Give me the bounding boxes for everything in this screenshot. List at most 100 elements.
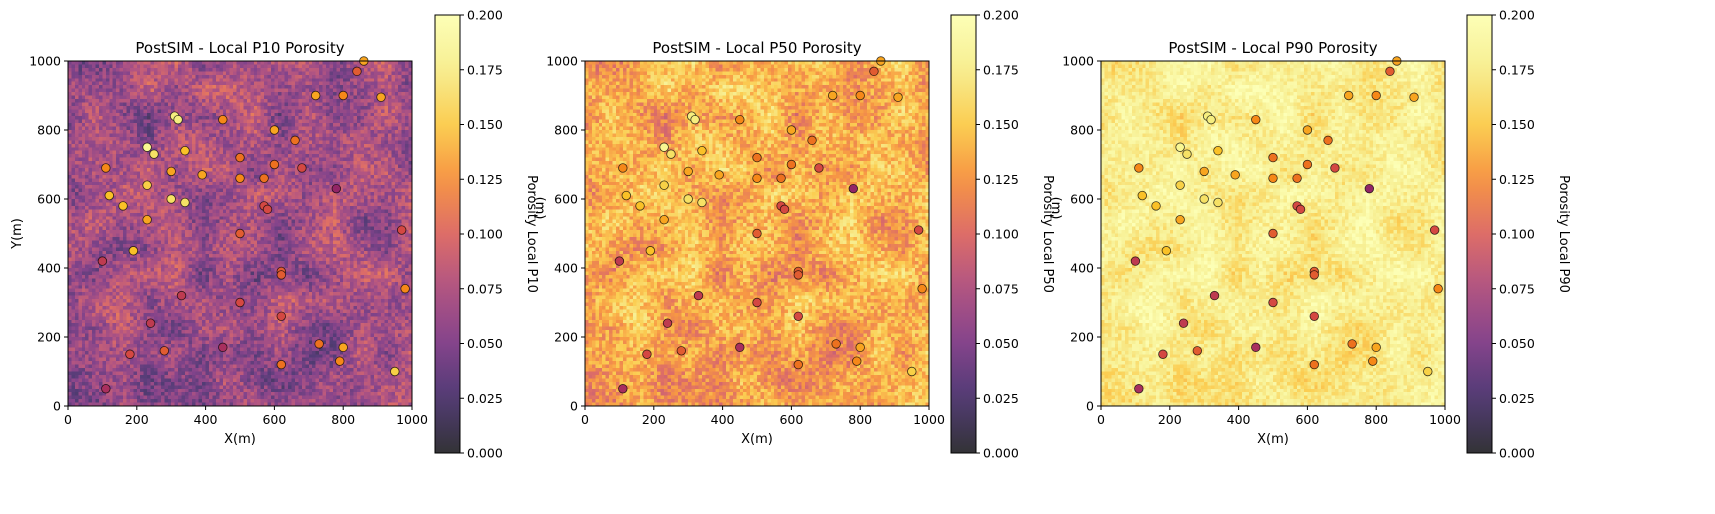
well-marker (174, 115, 183, 124)
well-marker (794, 360, 803, 369)
well-marker (270, 126, 279, 135)
colorbar-tick-label: 0.175 (467, 62, 503, 77)
y-tick-label: 1000 (546, 54, 578, 69)
well-marker (914, 226, 923, 235)
well-marker (1303, 126, 1312, 135)
colorbar-tick-label: 0.150 (1499, 117, 1535, 132)
well-marker (1324, 136, 1333, 145)
colorbar-tick-label: 0.125 (983, 172, 1019, 187)
well-marker (150, 150, 159, 159)
well-marker (691, 115, 700, 124)
y-tick-label: 0 (1086, 399, 1094, 414)
colorbar-gradient (435, 15, 460, 453)
chart-title: PostSIM - Local P10 Porosity (135, 39, 344, 57)
well-marker (1176, 215, 1185, 224)
x-tick-label: 1000 (1429, 412, 1461, 427)
colorbar-tick-label: 0.150 (467, 117, 503, 132)
well-marker (753, 174, 762, 183)
well-marker (167, 195, 176, 204)
well-marker (828, 91, 837, 100)
well-marker (1410, 93, 1419, 102)
colorbar-tick-label: 0.000 (1499, 446, 1535, 461)
well-marker (119, 202, 128, 211)
y-tick-label: 400 (1070, 261, 1094, 276)
well-marker (102, 384, 111, 393)
well-marker (236, 229, 245, 238)
well-marker (753, 298, 762, 307)
colorbar-tick-label: 0.025 (467, 391, 503, 406)
colorbar-tick-label: 0.125 (1499, 172, 1535, 187)
well-marker (1310, 271, 1319, 280)
x-tick-label: 200 (642, 412, 666, 427)
well-marker (787, 126, 796, 135)
well-marker (1434, 284, 1443, 293)
y-tick-label: 800 (554, 123, 578, 138)
well-marker (291, 136, 300, 145)
well-marker (1252, 115, 1261, 124)
chart-title: PostSIM - Local P90 Porosity (1168, 39, 1377, 57)
colorbar-tick-label: 0.175 (1499, 62, 1535, 77)
y-tick-label: 800 (37, 123, 61, 138)
well-marker (646, 246, 655, 255)
well-marker (143, 143, 152, 152)
chart-title: PostSIM - Local P50 Porosity (652, 39, 861, 57)
well-marker (736, 343, 745, 352)
well-marker (1365, 184, 1374, 193)
well-marker (219, 343, 228, 352)
well-marker (1179, 319, 1188, 328)
colorbar-tick-label: 0.050 (467, 336, 503, 351)
x-tick-label: 0 (1097, 412, 1105, 427)
well-marker (1293, 174, 1302, 183)
well-marker (619, 164, 628, 173)
well-marker (332, 184, 341, 193)
well-marker (1231, 171, 1240, 180)
well-marker (353, 67, 362, 76)
colorbar: 0.0000.0250.0500.0750.1000.1250.1500.175… (1467, 8, 1571, 461)
well-marker (177, 291, 186, 300)
y-tick-label: 0 (570, 399, 578, 414)
colorbar-tick-label: 0.200 (1499, 8, 1535, 23)
well-marker (918, 284, 927, 293)
x-tick-label: 600 (262, 412, 286, 427)
colorbar-tick-label: 0.150 (983, 117, 1019, 132)
y-tick-label: 400 (37, 261, 61, 276)
well-marker (894, 93, 903, 102)
colorbar-tick-label: 0.125 (467, 172, 503, 187)
well-marker (270, 160, 279, 169)
x-tick-label: 200 (1158, 412, 1182, 427)
well-marker (777, 174, 786, 183)
x-tick-label: 200 (125, 412, 149, 427)
x-tick-label: 400 (194, 412, 218, 427)
well-marker (870, 67, 879, 76)
colorbar-tick-label: 0.050 (1499, 336, 1535, 351)
well-marker (277, 360, 286, 369)
well-marker (1368, 357, 1377, 366)
well-marker (236, 174, 245, 183)
well-marker (1138, 191, 1147, 200)
well-marker (908, 367, 917, 376)
y-axis-label: Y(m) (10, 218, 25, 250)
well-marker (1207, 115, 1216, 124)
well-marker (143, 215, 152, 224)
well-marker (143, 181, 152, 190)
y-tick-label: 1000 (29, 54, 61, 69)
well-marker (260, 174, 269, 183)
well-marker (1162, 246, 1171, 255)
x-tick-label: 1000 (396, 412, 428, 427)
well-marker (1269, 298, 1278, 307)
well-marker (1372, 91, 1381, 100)
x-tick-label: 0 (581, 412, 589, 427)
well-marker (1269, 153, 1278, 162)
well-marker (1135, 384, 1144, 393)
well-marker (298, 164, 307, 173)
well-marker (167, 167, 176, 176)
well-marker (160, 347, 169, 356)
well-marker (815, 164, 824, 173)
well-marker (1135, 164, 1144, 173)
well-marker (181, 198, 190, 207)
well-marker (1372, 343, 1381, 352)
colorbar-tick-label: 0.050 (983, 336, 1019, 351)
x-tick-label: 1000 (913, 412, 945, 427)
well-marker (832, 340, 841, 349)
